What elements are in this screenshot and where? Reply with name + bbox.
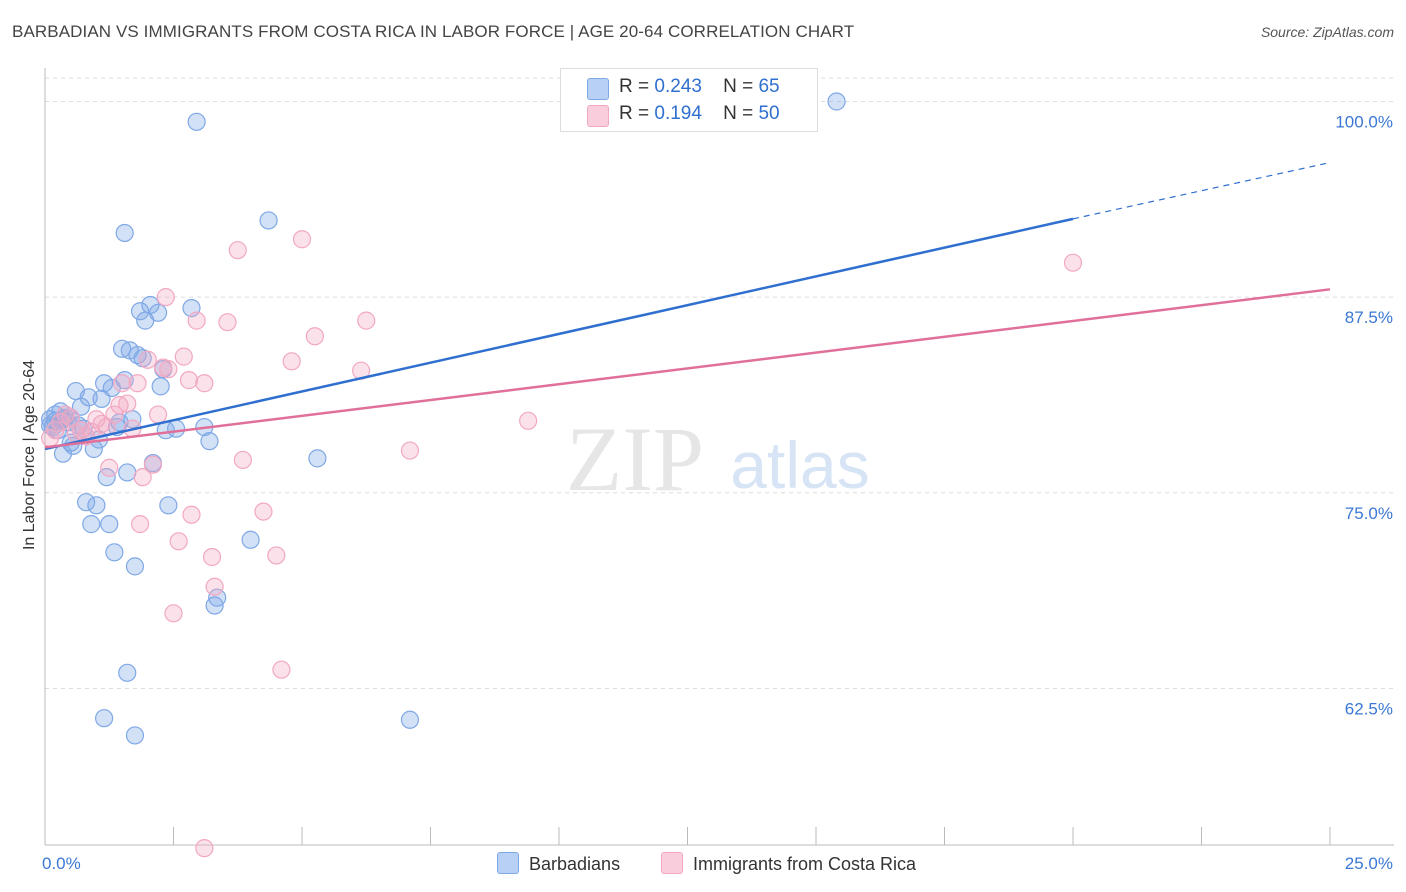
- costa-rica-legend-label: Immigrants from Costa Rica: [693, 854, 917, 874]
- barbadians-legend-swatch: [497, 852, 519, 874]
- costa-rica-point: [205, 577, 224, 596]
- barbadians-point: [115, 223, 134, 243]
- costa-rica-point: [519, 411, 538, 430]
- r-value: 0.194: [654, 103, 702, 124]
- y-tick-label: 87.5%: [1345, 308, 1393, 327]
- watermark-atlas: atlas: [730, 428, 869, 502]
- barbadians-point: [77, 493, 96, 512]
- costa-rica-point: [305, 327, 324, 346]
- r-label: R =: [619, 76, 650, 97]
- y-tick-label: 62.5%: [1345, 699, 1393, 718]
- costa-rica-point: [92, 414, 111, 434]
- barbadians-point: [308, 449, 327, 468]
- costa-rica-point: [159, 360, 178, 379]
- costa-rica-point: [267, 546, 286, 565]
- costa-rica-point: [179, 371, 199, 390]
- costa-rica-point: [56, 405, 75, 424]
- bottom-legend-barbadians: Barbadians: [497, 852, 620, 875]
- barbadians-point: [259, 211, 278, 230]
- barbadians-point: [125, 557, 145, 576]
- barbadians-point: [125, 726, 145, 745]
- barbadians-point: [208, 588, 227, 607]
- chart-title: BARBADIAN VS IMMIGRANTS FROM COSTA RICA …: [12, 22, 855, 41]
- costa-rica-point: [156, 288, 175, 307]
- costa-rica-point: [233, 450, 252, 470]
- costa-rica-swatch: [587, 105, 609, 127]
- x-tick-label: 0.0%: [42, 854, 81, 873]
- costa-rica-point: [1063, 253, 1083, 272]
- y-tick-label: 75.0%: [1345, 504, 1393, 523]
- costa-rica-point: [357, 311, 376, 330]
- costa-rica-point: [138, 350, 157, 369]
- barbadians-swatch: [587, 78, 609, 100]
- watermark-zip: ZIP: [566, 408, 704, 510]
- x-tick-label: 25.0%: [1345, 854, 1393, 873]
- barbadians-point: [159, 496, 178, 515]
- costa-rica-point: [254, 502, 273, 521]
- costa-rica-point: [400, 441, 420, 460]
- barbadians-point: [118, 663, 137, 682]
- costa-rica-point: [105, 405, 124, 424]
- n-value: 50: [758, 103, 780, 124]
- barbadians-point: [112, 339, 132, 358]
- barbadians-trend-line: [44, 217, 1074, 451]
- barbadians-point: [100, 515, 119, 534]
- barbadians-point: [400, 710, 420, 729]
- barbadians-point: [200, 432, 219, 451]
- barbadians-point: [166, 419, 186, 438]
- barbadians-point: [827, 92, 846, 111]
- costa-rica-point: [182, 505, 201, 524]
- costa-rica-point: [174, 347, 193, 366]
- costa-rica-point: [110, 396, 129, 415]
- barbadians-point: [95, 709, 114, 728]
- costa-rica-point: [169, 532, 188, 551]
- n-label: N =: [723, 103, 754, 124]
- barbadians-point: [241, 530, 260, 549]
- barbadians-point: [118, 463, 137, 482]
- costa-rica-point: [143, 455, 163, 474]
- costa-rica-point: [282, 352, 301, 371]
- costa-rica-point: [133, 468, 152, 487]
- costa-rica-point: [228, 241, 247, 260]
- barbadians-point: [87, 496, 106, 515]
- costa-rica-point: [218, 313, 237, 332]
- barbadians-point: [148, 303, 168, 322]
- costa-rica-point: [148, 405, 168, 424]
- stats-legend: R = 0.243 N = 65 R = 0.194 N = 50: [560, 68, 818, 132]
- costa-rica-point: [187, 311, 206, 330]
- costa-rica-point: [195, 839, 214, 858]
- barbadians-point: [141, 295, 160, 315]
- barbadians-point: [130, 302, 150, 321]
- barbadians-legend-label: Barbadians: [529, 854, 621, 874]
- costa-rica-point: [130, 515, 150, 534]
- costa-rica-point: [292, 230, 312, 249]
- barbadians-point: [128, 345, 147, 365]
- barbadians-point: [105, 543, 124, 562]
- barbadians-point: [187, 112, 206, 131]
- n-value: 65: [758, 76, 780, 97]
- costa-rica-point: [272, 660, 291, 679]
- barbadians-trend-extension: [1072, 161, 1331, 220]
- costa-rica-trend-line: [44, 288, 1331, 449]
- costa-rica-point: [112, 374, 132, 393]
- y-tick-label: 100.0%: [1335, 112, 1393, 131]
- barbadians-point: [82, 515, 101, 534]
- r-value: 0.243: [654, 76, 702, 97]
- costa-rica-point: [195, 374, 214, 393]
- barbadians-point: [151, 377, 170, 396]
- n-label: N =: [723, 76, 754, 97]
- costa-rica-point: [118, 394, 137, 413]
- costa-rica-point: [164, 604, 183, 623]
- source-label: Source: ZipAtlas.com: [1260, 24, 1394, 40]
- r-label: R =: [619, 103, 650, 124]
- bottom-legend-costa-rica: Immigrants from Costa Rica: [661, 852, 916, 875]
- costa-rica-point: [100, 458, 119, 477]
- costa-rica-point: [128, 374, 147, 393]
- costa-rica-legend-swatch: [661, 852, 683, 874]
- costa-rica-point: [202, 547, 222, 567]
